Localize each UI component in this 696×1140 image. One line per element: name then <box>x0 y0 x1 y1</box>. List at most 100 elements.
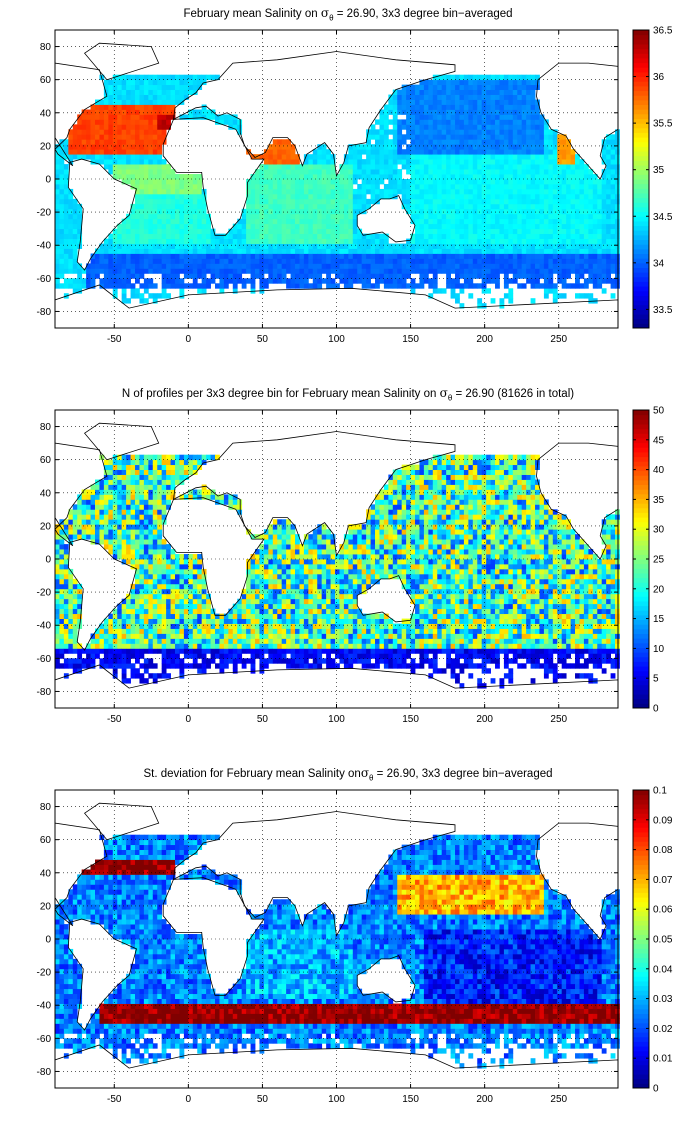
heatmap-cell <box>166 663 171 669</box>
heatmap-cell <box>552 258 558 264</box>
heatmap-cell <box>472 193 478 200</box>
heatmap-cell <box>148 603 154 610</box>
heatmap-cell <box>117 119 123 125</box>
heatmap-cell <box>161 623 167 629</box>
heatmap-cell <box>503 154 509 160</box>
heatmap-cell <box>361 149 367 155</box>
colorbar-segment <box>633 113 649 119</box>
heatmap-cell <box>170 588 176 595</box>
heatmap-cell <box>121 179 127 185</box>
heatmap-cell <box>303 188 309 195</box>
heatmap-cell <box>295 253 300 259</box>
heatmap-cell <box>437 114 443 120</box>
heatmap-cell <box>312 179 318 185</box>
heatmap-cell <box>615 203 620 210</box>
heatmap-cell <box>130 119 136 125</box>
heatmap-cell <box>90 104 96 110</box>
heatmap-cell <box>152 454 158 461</box>
heatmap-cell <box>370 268 376 274</box>
heatmap-cell <box>352 144 358 150</box>
heatmap-cell <box>308 208 314 215</box>
heatmap-cell <box>326 273 331 279</box>
heatmap-cell <box>419 193 425 200</box>
heatmap-cell <box>72 253 78 259</box>
heatmap-cell <box>272 268 278 274</box>
heatmap-cell <box>59 164 65 170</box>
heatmap-cell <box>610 159 616 165</box>
heatmap-cell <box>183 84 189 90</box>
colorbar-segment <box>633 39 649 45</box>
heatmap-cell <box>112 94 118 100</box>
heatmap-cell <box>539 174 545 180</box>
heatmap-cell <box>495 213 500 220</box>
heatmap-cell <box>552 293 558 299</box>
heatmap-cell <box>90 504 96 510</box>
heatmap-cell <box>503 273 509 279</box>
heatmap-cell <box>126 263 131 269</box>
heatmap-cell <box>335 253 340 259</box>
heatmap-cell <box>246 263 251 269</box>
heatmap-cell <box>272 258 278 264</box>
heatmap-cell <box>477 159 483 165</box>
heatmap-cell <box>157 568 163 575</box>
heatmap-cell <box>148 499 154 505</box>
heatmap-cell <box>268 203 274 210</box>
heatmap-cell <box>148 268 154 274</box>
heatmap-cell <box>557 278 563 284</box>
heatmap-cell <box>77 613 83 619</box>
heatmap-cell <box>428 193 434 200</box>
heatmap-cell <box>183 183 189 190</box>
heatmap-cell <box>72 223 78 230</box>
heatmap-cell <box>72 228 78 235</box>
heatmap-cell <box>521 213 527 220</box>
heatmap-cell <box>375 238 380 244</box>
heatmap-cell <box>68 608 74 615</box>
heatmap-cell <box>526 119 531 125</box>
heatmap-cell <box>139 618 145 624</box>
heatmap-cell <box>450 134 456 140</box>
heatmap-cell <box>161 74 167 81</box>
heatmap-cell <box>59 638 65 644</box>
heatmap-cell <box>397 263 403 269</box>
heatmap-cell <box>135 459 140 466</box>
heatmap-cell <box>148 534 154 540</box>
heatmap-cell <box>259 218 265 225</box>
heatmap-cell <box>148 104 154 110</box>
heatmap-cell <box>539 144 545 150</box>
heatmap-cell <box>201 114 207 120</box>
heatmap-cell <box>539 169 545 175</box>
heatmap-cell <box>432 169 438 175</box>
heatmap-cell <box>68 228 74 235</box>
heatmap-cell <box>592 193 598 200</box>
heatmap-cell <box>95 484 100 490</box>
heatmap-cell <box>419 183 425 190</box>
heatmap-cell <box>143 139 149 145</box>
heatmap-cell <box>108 633 114 639</box>
heatmap-cell <box>455 263 460 269</box>
heatmap-cell <box>432 188 438 195</box>
heatmap-cell <box>59 188 65 195</box>
heatmap-cell <box>379 268 385 274</box>
heatmap-cell <box>312 233 318 239</box>
heatmap-cell <box>68 253 74 259</box>
heatmap-cell <box>597 248 603 254</box>
heatmap-cell <box>517 248 523 254</box>
heatmap-cell <box>308 218 314 225</box>
heatmap-cell <box>277 253 283 259</box>
heatmap-cell <box>423 233 429 239</box>
heatmap-cell <box>317 154 323 160</box>
heatmap-cell <box>121 613 127 619</box>
heatmap-cell <box>303 258 309 264</box>
heatmap-cell <box>139 298 145 304</box>
heatmap-cell <box>450 218 456 225</box>
heatmap-cell <box>99 509 105 515</box>
heatmap-cell <box>295 169 300 175</box>
heatmap-cell <box>503 124 509 130</box>
heatmap-cell <box>575 159 580 165</box>
heatmap-cell <box>55 588 60 595</box>
heatmap-cell <box>95 529 100 535</box>
heatmap-cell <box>72 598 78 605</box>
heatmap-cell <box>55 544 60 550</box>
heatmap-cell <box>432 203 438 210</box>
heatmap-cell <box>192 89 198 95</box>
